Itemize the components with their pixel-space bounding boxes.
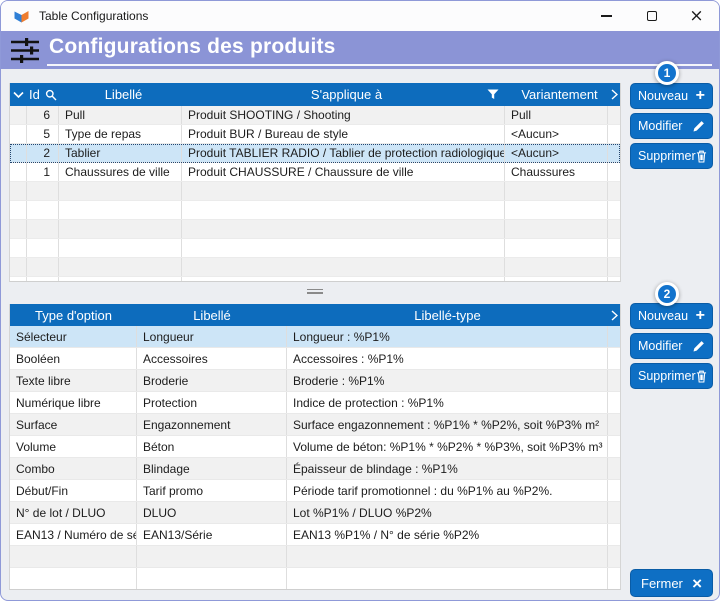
app-logo-icon (14, 10, 29, 22)
search-icon[interactable] (45, 89, 57, 101)
modifier-button-2[interactable]: Modifier (630, 333, 713, 359)
step-badge-2: 2 (655, 282, 679, 306)
pencil-icon (692, 120, 705, 133)
option-row[interactable]: Surface Engazonnement Surface engazonnem… (10, 414, 620, 436)
title-underline (47, 64, 712, 66)
table-row[interactable]: 5 Type de repas Produit BUR / Bureau de … (10, 125, 620, 144)
filter-funnel-icon[interactable] (487, 89, 499, 100)
titlebar: Table Configurations × (1, 1, 719, 31)
minimize-icon (601, 15, 612, 17)
empty-row (10, 239, 620, 258)
empty-row (10, 182, 620, 201)
plus-icon: + (695, 307, 705, 324)
minimize-button[interactable] (584, 1, 629, 31)
column-header-libelle2[interactable]: Libellé (193, 307, 231, 323)
column-header-libelle-type[interactable]: Libellé-type (414, 307, 481, 323)
trash-icon (696, 150, 707, 163)
table-row-selected[interactable]: 2 Tablier Produit TABLIER RADIO / Tablie… (10, 144, 620, 163)
page-title: Configurations des produits (49, 35, 336, 58)
column-header-variantement[interactable]: Variantement (521, 87, 598, 102)
page-header: Configurations des produits (1, 31, 719, 69)
modifier-button-1[interactable]: Modifier (630, 113, 713, 139)
nouveau-button-2[interactable]: Nouveau + (630, 303, 713, 329)
step-badge-1: 1 (655, 61, 679, 85)
option-row[interactable]: Début/Fin Tarif promo Période tarif prom… (10, 480, 620, 502)
configurations-table-header: Id Libellé S'applique à Variantement (10, 83, 620, 106)
empty-row (10, 201, 620, 220)
trash-icon (696, 370, 707, 383)
empty-row (10, 220, 620, 239)
table-row[interactable]: 1 Chaussures de ville Produit CHAUSSURE … (10, 163, 620, 182)
option-row[interactable]: N° de lot / DLUO DLUO Lot %P1% / DLUO %P… (10, 502, 620, 524)
close-icon: × (689, 5, 704, 26)
sliders-icon (11, 38, 39, 63)
options-table: Type d'option Libellé Libellé-type Sélec… (9, 304, 621, 590)
corner-chevron-down-icon[interactable] (13, 91, 24, 99)
option-row[interactable]: EAN13 / Numéro de sé EAN13/Série EAN13 %… (10, 524, 620, 546)
window-title: Table Configurations (39, 9, 149, 23)
nouveau-button-1[interactable]: Nouveau + (630, 83, 713, 109)
close-button[interactable]: × (674, 1, 719, 31)
plus-icon: + (695, 87, 705, 104)
column-header-sapplique-a[interactable]: S'applique à (182, 83, 505, 106)
table-row[interactable]: 6 Pull Produit SHOOTING / Shooting Pull (10, 106, 620, 125)
maximize-icon (646, 11, 657, 21)
supprimer-button-2[interactable]: Supprimer (630, 363, 713, 389)
pencil-icon (692, 340, 705, 353)
empty-row (10, 568, 620, 589)
option-row[interactable]: Booléen Accessoires Accessoires : %P1% (10, 348, 620, 370)
option-row[interactable]: Volume Béton Volume de béton: %P1% * %P2… (10, 436, 620, 458)
fermer-button[interactable]: Fermer × (630, 569, 713, 597)
header2-chevron-right-icon[interactable] (608, 304, 620, 326)
column-header-type-option[interactable]: Type d'option (35, 307, 112, 323)
option-row[interactable]: Combo Blindage Épaisseur de blindage : %… (10, 458, 620, 480)
empty-row (10, 546, 620, 568)
column-header-id[interactable]: Id (29, 87, 40, 102)
option-row[interactable]: Texte libre Broderie Broderie : %P1% (10, 370, 620, 392)
options-table-header: Type d'option Libellé Libellé-type (10, 304, 620, 326)
splitter-handle[interactable] (9, 285, 621, 297)
configurations-table: Id Libellé S'applique à Variantement 6 P… (9, 83, 621, 282)
empty-row (10, 277, 620, 281)
header-chevron-right-icon[interactable] (608, 83, 620, 106)
column-header-libelle[interactable]: Libellé (104, 87, 143, 102)
option-row-selected[interactable]: Sélecteur Longueur Longueur : %P1% (10, 326, 620, 348)
empty-row (10, 258, 620, 277)
supprimer-button-1[interactable]: Supprimer (630, 143, 713, 169)
close-x-icon: × (692, 573, 702, 593)
option-row[interactable]: Numérique libre Protection Indice de pro… (10, 392, 620, 414)
maximize-button[interactable] (629, 1, 674, 31)
window-controls: × (584, 1, 719, 31)
